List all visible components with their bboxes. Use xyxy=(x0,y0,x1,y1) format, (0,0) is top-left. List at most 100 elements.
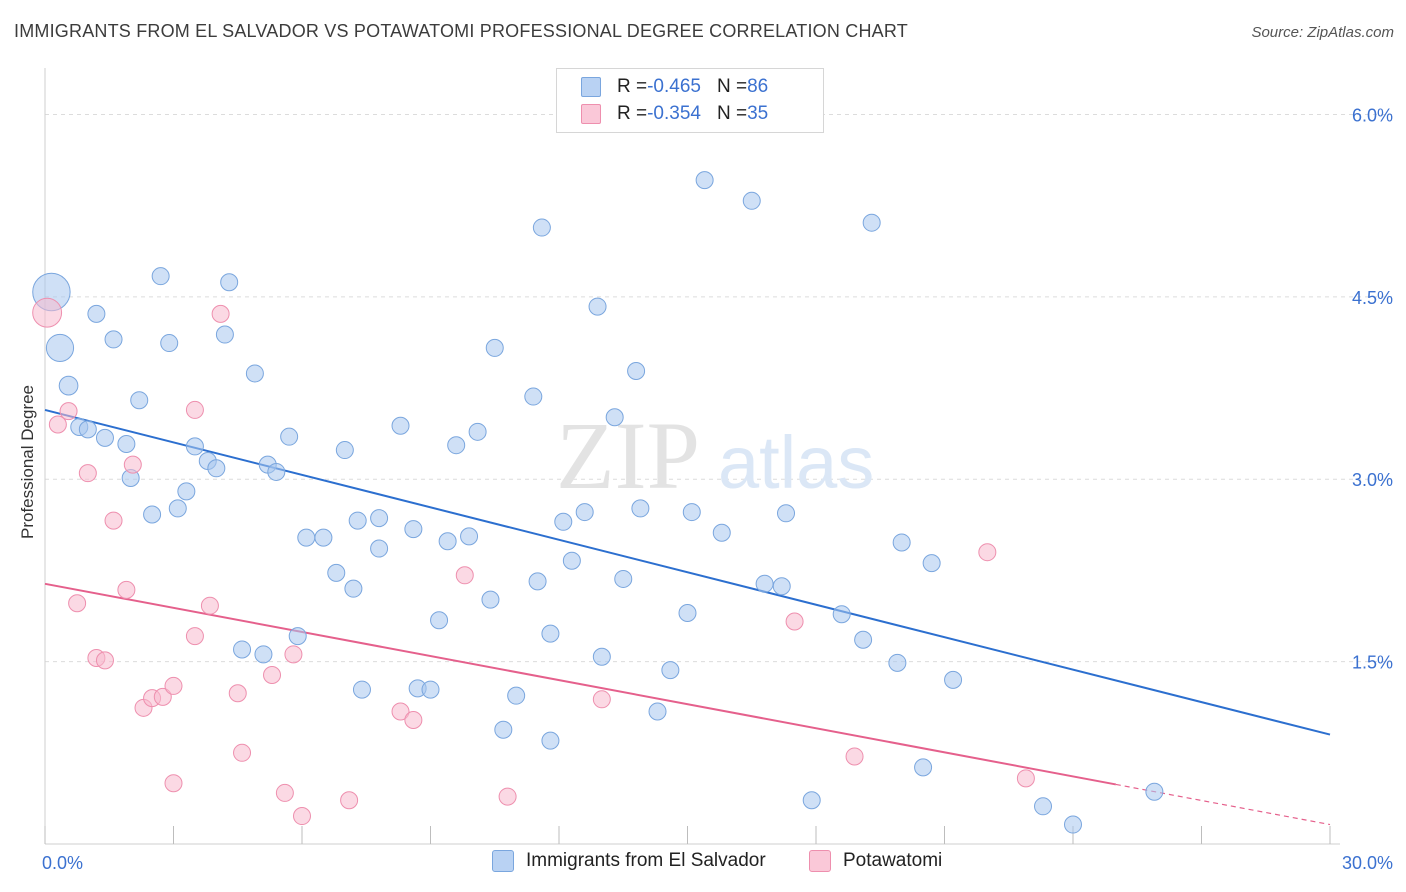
potawatomi-point xyxy=(498,787,517,806)
potawatomi-point xyxy=(104,511,123,530)
el-salvador-point xyxy=(215,325,234,344)
el-salvador-point xyxy=(288,627,307,646)
el-salvador-point xyxy=(777,504,796,523)
el-salvador-point xyxy=(528,572,547,591)
potawatomi-point xyxy=(845,747,864,766)
potawatomi-point xyxy=(978,543,997,562)
el-salvador-point xyxy=(678,603,697,622)
y-tick-label: 1.5% xyxy=(1352,653,1393,673)
el-salvador-point xyxy=(695,171,714,190)
el-salvador-point xyxy=(494,720,513,739)
el-salvador-point xyxy=(1034,797,1053,816)
n-value: 35 xyxy=(747,103,769,124)
potawatomi-point xyxy=(404,710,423,729)
potawatomi-point xyxy=(48,415,67,434)
el-salvador-point xyxy=(58,375,79,396)
potawatomi-point xyxy=(1016,769,1035,788)
el-salvador-point xyxy=(592,647,611,666)
el-salvador-point xyxy=(335,441,354,460)
el-salvador-point xyxy=(605,408,624,427)
potawatomi-point xyxy=(78,464,97,483)
legend-item-potawatomi[interactable]: Potawatomi xyxy=(809,850,942,872)
potawatomi-point xyxy=(164,676,183,695)
el-salvador-point xyxy=(220,273,239,292)
el-salvador-point xyxy=(430,611,449,630)
el-salvador-point xyxy=(344,579,363,598)
potawatomi-point xyxy=(200,596,219,615)
el-salvador-point xyxy=(87,304,106,323)
potawatomi-point xyxy=(32,297,63,328)
potawatomi-point xyxy=(293,807,311,826)
el-salvador-point xyxy=(104,330,123,349)
el-salvador-point xyxy=(143,505,162,524)
potawatomi-point xyxy=(59,402,78,421)
el-salvador-point xyxy=(78,420,97,439)
el-salvador-point xyxy=(588,297,607,316)
el-salvador-point xyxy=(507,686,526,705)
blue-swatch-icon xyxy=(492,850,514,872)
legend-label: Potawatomi xyxy=(843,850,943,871)
el-salvador-point xyxy=(742,191,761,210)
el-salvador-point xyxy=(481,590,500,609)
chart-source: Source: ZipAtlas.com xyxy=(1251,24,1394,41)
legend-item-el-salvador[interactable]: Immigrants from El Salvador xyxy=(492,850,766,872)
gridlines xyxy=(45,113,1392,663)
el-salvador-point xyxy=(280,427,299,446)
legend-label: Immigrants from El Salvador xyxy=(526,850,766,871)
stats-legend: R = -0.465 N = 86 R = -0.354 N = 35 xyxy=(556,68,824,133)
el-salvador-point xyxy=(661,661,680,680)
el-salvador-point xyxy=(614,569,633,588)
el-salvador-point xyxy=(832,605,851,624)
r-label: R = xyxy=(617,76,648,97)
y-tick-label: 6.0% xyxy=(1352,105,1393,125)
el-salvador-point xyxy=(327,563,346,582)
el-salvador-point xyxy=(888,653,907,672)
el-salvador-point xyxy=(421,680,440,699)
el-salvador-point xyxy=(314,528,333,547)
el-salvador-point xyxy=(1145,782,1164,801)
potawatomi-point xyxy=(117,580,136,599)
el-salvador-point xyxy=(267,462,286,481)
el-salvador-point xyxy=(297,528,316,547)
chart-title: IMMIGRANTS FROM EL SALVADOR VS POTAWATOM… xyxy=(14,21,908,41)
potawatomi-point xyxy=(233,743,252,762)
potawatomi-point xyxy=(228,684,247,703)
stats-legend-row-blue: R = -0.465 N = 86 xyxy=(581,75,768,99)
el-salvador-point xyxy=(554,512,573,531)
axes xyxy=(44,68,1340,845)
el-salvador-point xyxy=(177,482,196,501)
el-salvador-point xyxy=(438,532,457,551)
el-salvador-point xyxy=(631,499,650,518)
x-tick-label: 0.0% xyxy=(42,853,83,873)
el-salvador-point xyxy=(892,533,911,552)
el-salvador-point xyxy=(712,523,731,542)
el-salvador-point xyxy=(168,499,187,518)
el-salvador-point xyxy=(914,758,933,777)
el-salvador-point xyxy=(245,364,264,383)
pink-swatch-icon xyxy=(581,104,601,124)
el-salvador-point xyxy=(348,511,367,530)
el-salvador-point xyxy=(185,437,204,456)
el-salvador-point xyxy=(562,551,581,570)
el-salvador-point xyxy=(207,459,226,478)
el-salvador-point xyxy=(682,503,701,522)
potawatomi-point xyxy=(68,594,87,613)
potawatomi-point xyxy=(284,645,303,664)
el-salvador-point xyxy=(95,428,114,447)
el-salvador-point xyxy=(447,436,466,455)
potawatomi-point xyxy=(455,566,474,585)
el-salvador-point xyxy=(160,334,179,353)
el-salvador-point xyxy=(575,503,594,522)
y-axis-label: Professional Degree xyxy=(18,385,37,539)
el-salvador-point xyxy=(370,509,389,528)
el-salvador-point xyxy=(524,387,543,406)
el-salvador-point xyxy=(627,362,646,381)
series-legend: Immigrants from El Salvador Potawatomi xyxy=(0,850,1406,880)
el-salvador-point xyxy=(460,527,479,546)
el-salvador-point xyxy=(254,645,273,664)
watermark-atlas: atlas xyxy=(718,421,874,504)
el-salvador-point xyxy=(944,670,963,689)
potawatomi-point xyxy=(153,687,172,706)
el-salvador-point xyxy=(151,267,170,286)
el-salvador-point xyxy=(352,680,371,699)
